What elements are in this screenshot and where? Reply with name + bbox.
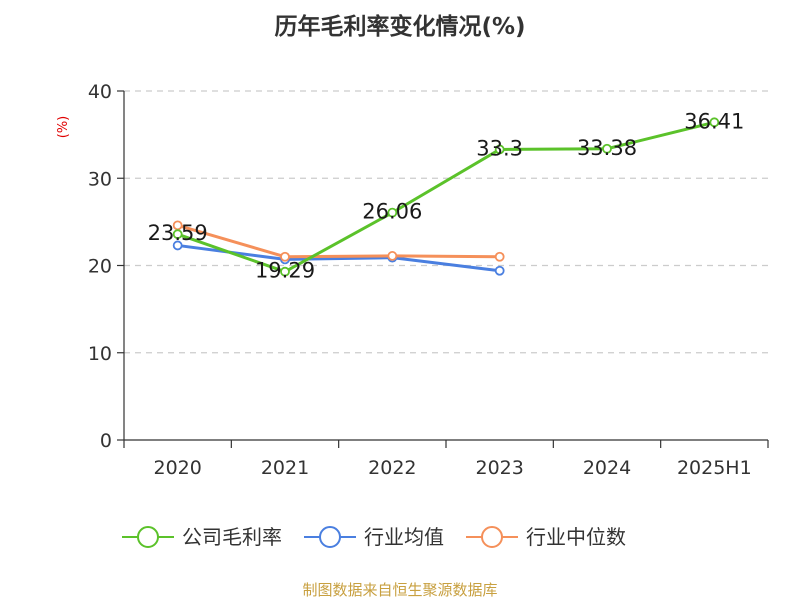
data-point bbox=[494, 144, 505, 155]
data-point bbox=[494, 265, 505, 276]
data-label: 33.3 bbox=[476, 136, 523, 160]
data-label: 23.59 bbox=[148, 221, 208, 245]
series-layer bbox=[172, 117, 720, 277]
legend-marker-icon bbox=[319, 526, 341, 548]
y-tick-label: 10 bbox=[88, 343, 112, 365]
data-point bbox=[602, 143, 612, 154]
series-line-1 bbox=[176, 243, 502, 273]
data-label: 19.29 bbox=[255, 259, 315, 283]
legend-item-2[interactable]: 行业中位数 bbox=[466, 525, 626, 549]
legend-label: 行业均值 bbox=[364, 525, 444, 549]
x-tick-label: 2024 bbox=[583, 457, 631, 479]
legend-item-1[interactable]: 行业均值 bbox=[304, 525, 444, 549]
x-tick-label: 2022 bbox=[368, 457, 416, 479]
legend-label: 行业中位数 bbox=[526, 525, 626, 549]
source-note: 制图数据来自恒生聚源数据库 bbox=[302, 581, 497, 599]
data-labels: 23.59 19.29 26.06 33.3 33.38 36.41 bbox=[148, 109, 745, 282]
legend[interactable]: 公司毛利率 行业均值 行业中位数 bbox=[122, 525, 626, 549]
data-point bbox=[172, 229, 183, 240]
legend-label: 公司毛利率 bbox=[182, 525, 282, 549]
legend-marker-icon bbox=[481, 526, 503, 548]
y-tick-label: 0 bbox=[100, 430, 112, 452]
series-line-0 bbox=[176, 120, 716, 274]
x-tick-label: 2020 bbox=[153, 457, 201, 479]
x-tick-label: 2023 bbox=[475, 457, 523, 479]
y-tick-label: 40 bbox=[88, 81, 112, 103]
grid-lines bbox=[124, 90, 768, 354]
data-point bbox=[280, 251, 290, 262]
series-line-2 bbox=[176, 223, 502, 259]
axes: 0 10 20 30 40 2020 2021 2022 2023 2024 2025H1 bbox=[88, 81, 769, 479]
data-label: 26.06 bbox=[362, 200, 422, 224]
data-point bbox=[709, 117, 720, 128]
chart-title: 历年毛利率变化情况(%) bbox=[274, 13, 525, 40]
data-point bbox=[387, 251, 398, 261]
y-axis-unit: (%) bbox=[56, 116, 71, 139]
x-tick-label: 2021 bbox=[261, 457, 309, 479]
data-point bbox=[172, 240, 183, 251]
legend-item-0[interactable]: 公司毛利率 bbox=[122, 525, 282, 549]
legend-marker-icon bbox=[137, 526, 159, 548]
x-tick-label: 2025H1 bbox=[677, 457, 752, 479]
data-label: 33.38 bbox=[577, 136, 637, 160]
data-point bbox=[280, 266, 290, 277]
y-tick-label: 30 bbox=[88, 168, 112, 190]
data-point bbox=[387, 207, 398, 218]
y-tick-label: 20 bbox=[88, 256, 112, 278]
data-point bbox=[494, 251, 505, 262]
data-label: 36.41 bbox=[684, 109, 744, 133]
